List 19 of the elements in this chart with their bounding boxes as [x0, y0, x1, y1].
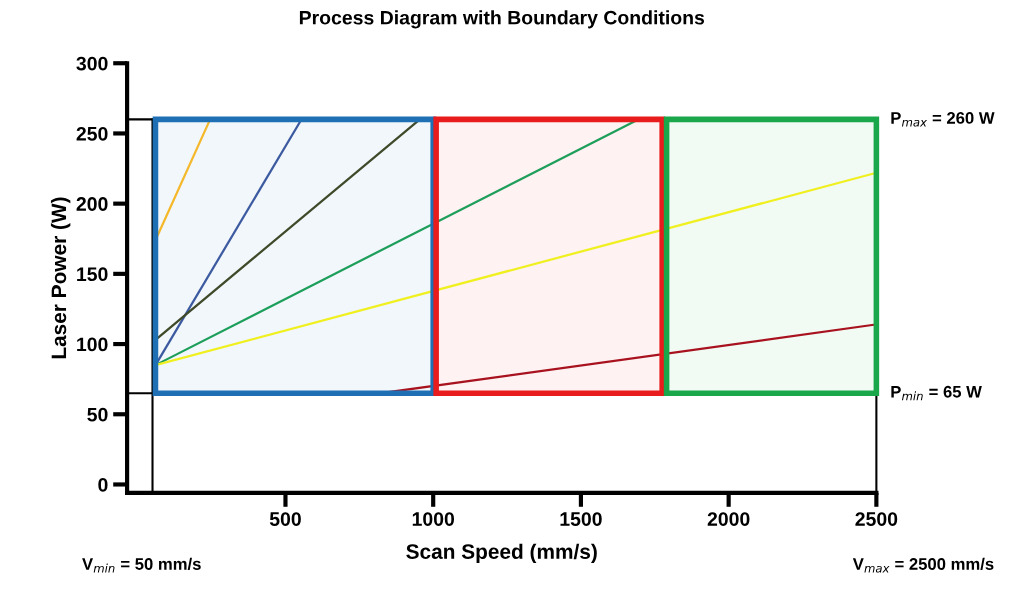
y-tick-label: 50	[87, 407, 108, 422]
x-axis-title: Scan Speed (mm/s)	[406, 543, 597, 564]
y-tick-label: 0	[98, 477, 108, 492]
y-tick-label: 200	[76, 197, 108, 211]
text: V$_{max}$ = 2500 mm/s	[852, 557, 994, 573]
x-tick-label: 500	[269, 512, 301, 526]
ref-line-label: P$_{max}$ = 260 W	[891, 112, 995, 127]
y-axis-title: Laser Power (W)	[50, 197, 71, 359]
y-tick-label: 100	[77, 337, 108, 352]
chart-title: Process Diagram with Boundary Conditions	[299, 10, 705, 29]
text: V$_{min}$ = 50 mm/s	[82, 557, 201, 573]
x-tick-label: 2500	[855, 512, 898, 526]
y-tick-label: 150	[77, 267, 108, 282]
ref-line-label: P$_{min}$ = 65 W	[891, 385, 982, 401]
x-tick-label: 2000	[707, 512, 750, 526]
y-tick-label: 300	[76, 56, 108, 71]
x-tick-label: 1500	[560, 512, 602, 526]
y-tick-label: 250	[76, 126, 108, 141]
x-tick-label: 1000	[412, 512, 455, 526]
